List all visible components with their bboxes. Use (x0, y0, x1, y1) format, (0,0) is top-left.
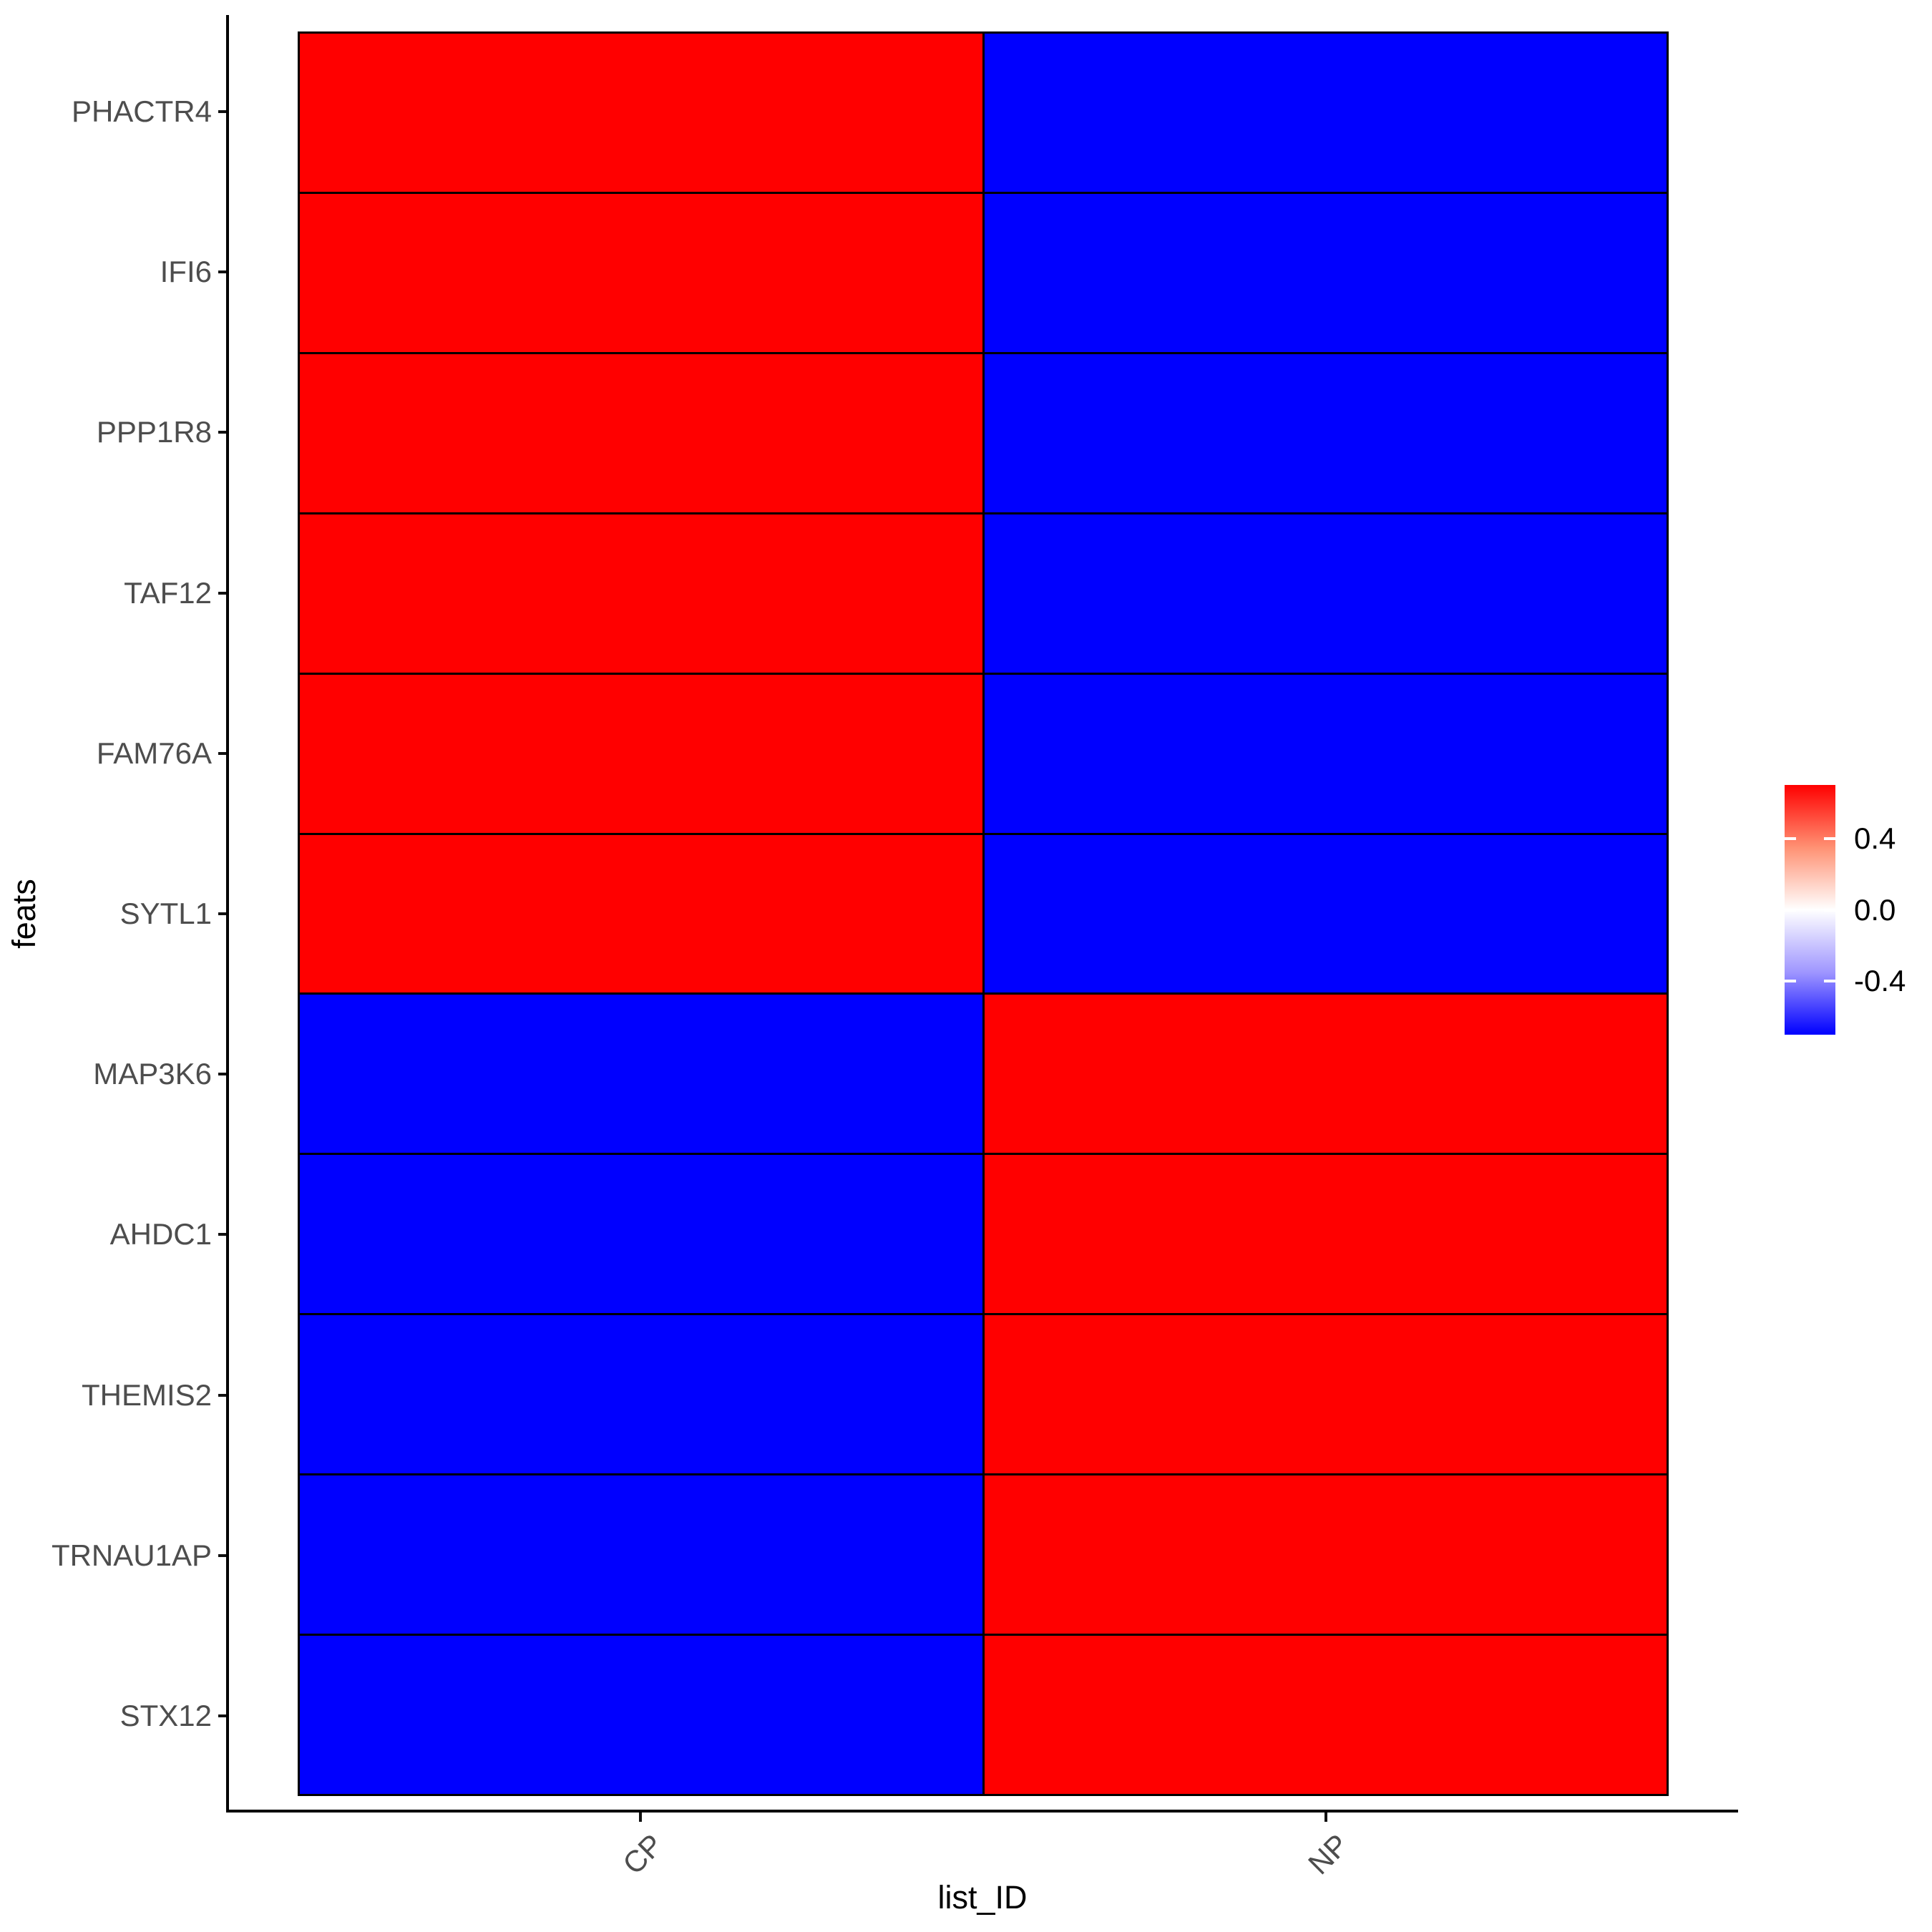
legend-tick-label: -0.4 (1854, 963, 1906, 997)
heatmap-cell (300, 514, 982, 673)
legend-tick (1785, 908, 1796, 912)
y-axis-tick (218, 1393, 226, 1397)
heatmap-cell (300, 193, 982, 352)
heatmap-cell (300, 1636, 982, 1794)
x-axis-tick (639, 1813, 642, 1822)
heatmap-cell (300, 834, 982, 993)
y-axis-tick (218, 1233, 226, 1236)
y-axis-tick (218, 1073, 226, 1076)
legend-tick (1824, 979, 1835, 982)
heatmap-cell (984, 514, 1667, 673)
heatmap-grid (298, 31, 1669, 1796)
heatmap-cell (984, 34, 1667, 192)
y-axis-tick (218, 110, 226, 114)
heatmap-cell (300, 1315, 982, 1474)
heatmap-cell (300, 1475, 982, 1634)
y-axis-tick-label: SYTL1 (119, 897, 212, 930)
heatmap-cell (300, 674, 982, 833)
legend-tick (1785, 837, 1796, 841)
heatmap-cell (984, 1636, 1667, 1794)
heatmap-cell (984, 1475, 1667, 1634)
y-axis-tick-label: STX12 (119, 1698, 212, 1732)
y-axis-tick-label: TAF12 (124, 575, 212, 610)
y-axis-tick (218, 1714, 226, 1717)
legend-tick (1785, 979, 1796, 982)
y-axis-tick-label: IFI6 (160, 255, 212, 289)
y-axis-tick-label: THEMIS2 (81, 1377, 212, 1412)
y-axis-title: feats (6, 879, 42, 949)
legend-tick-label: 0.4 (1854, 821, 1896, 856)
y-axis-tick-label: FAM76A (96, 736, 212, 770)
x-axis-tick (1324, 1813, 1327, 1822)
y-axis-tick-label: PPP1R8 (96, 415, 212, 449)
heatmap-cell (984, 674, 1667, 833)
heatmap-cell (300, 34, 982, 192)
heatmap-cell (300, 995, 982, 1153)
legend-tick (1824, 908, 1835, 912)
y-axis-tick (218, 591, 226, 595)
y-axis-tick-label: PHACTR4 (71, 94, 212, 129)
legend-tick (1824, 837, 1835, 841)
y-axis-tick-label: MAP3K6 (93, 1057, 212, 1091)
y-axis-tick (218, 751, 226, 755)
x-axis-tick-label: NP (1301, 1827, 1355, 1881)
y-axis-tick-label: AHDC1 (109, 1217, 212, 1252)
heatmap-cell (984, 1315, 1667, 1474)
heatmap-cell (984, 1155, 1667, 1314)
y-axis-line (226, 15, 229, 1813)
y-axis-tick (218, 912, 226, 915)
heatmap-cell (984, 834, 1667, 993)
x-axis-line (226, 1810, 1738, 1813)
heatmap-cell (300, 353, 982, 512)
y-axis-tick (218, 1553, 226, 1557)
heatmap-cell (984, 995, 1667, 1153)
legend-tick-label: 0.0 (1854, 892, 1896, 927)
y-axis-tick (218, 270, 226, 274)
heatmap-cell (300, 1155, 982, 1314)
heatmap-cell (984, 193, 1667, 352)
x-axis-tick-label: CP (615, 1827, 670, 1881)
x-axis-title: list_ID (937, 1879, 1028, 1916)
legend: 0.4 0.0 -0.4 (1785, 785, 1932, 1035)
heatmap-cell (984, 353, 1667, 512)
y-axis-tick-label: TRNAU1AP (51, 1538, 212, 1572)
y-axis-tick (218, 431, 226, 434)
